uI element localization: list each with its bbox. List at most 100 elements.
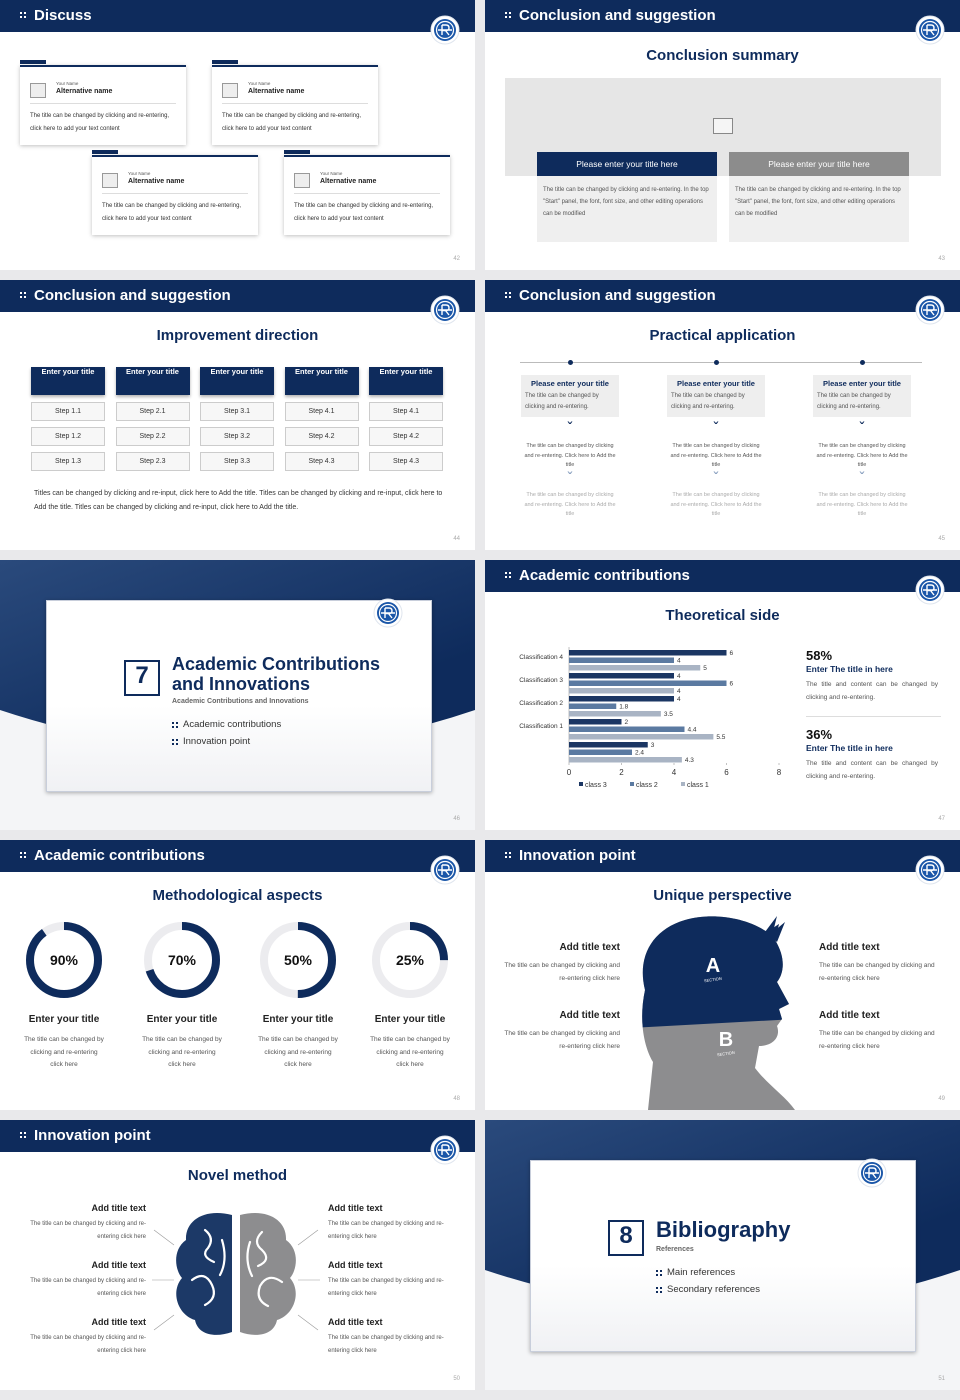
slide: Innovation point Novel method 50 Add title … [0,1120,475,1390]
data-label: 3.5 [664,711,673,718]
legend-swatch [630,782,634,786]
box-panel [537,176,717,242]
stat-title: Enter The title in here [806,664,893,674]
data-label: 2 [625,719,629,726]
header-title: Conclusion and suggestion [34,287,231,304]
slide-title: Improvement direction [156,327,319,344]
column-title: Enter your title [115,367,190,395]
brain-left [176,1212,232,1335]
graphic: 25% [372,922,448,998]
header-bar [0,0,475,32]
page-number: 42 [453,256,460,262]
step-box: Step 2.2 [115,427,190,446]
bar [569,673,674,679]
card [212,65,378,145]
logo-glyph [438,864,452,876]
slide-title: Unique perspective [653,887,792,904]
logo-inner [920,300,940,320]
ring-arc [26,922,102,998]
item-title: Add title text [559,942,620,953]
card-name: Alternative name [56,88,113,95]
graphic: 0 2 4 6 8 Classification 4 6 4 5 Classification 3… [519,647,782,789]
brain-fold [203,1228,216,1264]
ring-label: 70% [168,952,197,968]
avatar-icon [30,83,46,98]
timeline [520,362,922,363]
header-bar [0,1120,475,1152]
bar [569,726,685,732]
slide: Conclusion and suggestion Conclusion summ… [485,0,960,270]
x-tick-label: 4 [672,768,677,777]
item-text: The title can be changed by clicking and… [328,1221,444,1240]
section-card [530,1160,916,1352]
graphic [430,855,460,885]
slide: Conclusion and suggestion Improvement dir… [0,280,475,550]
legend-swatch [579,782,583,786]
bullet-icon [20,12,22,14]
step-box: Step 4.3 [284,452,359,471]
logo-glyph [923,584,937,596]
section-label: SECTION [717,1050,735,1057]
logo-inner [435,20,455,40]
page-number: 48 [453,1096,460,1102]
step-box: Step 4.3 [369,452,443,471]
page-number: 44 [453,536,460,542]
item-text: The title can be changed by clicking and… [817,393,891,410]
connector [297,1229,319,1246]
graphic [373,598,403,628]
header-bar [485,280,960,312]
logo-glyph [865,1167,879,1179]
box-title: Please enter your title here [729,152,909,176]
chevron-icon: ˅ [858,420,866,433]
stat-text: The title and content can be changed by … [806,681,938,701]
ring-arc [144,922,220,998]
graphic [915,575,945,605]
ring-title: Enter your title [262,1014,334,1025]
bullet-icon [20,852,22,854]
data-label: 4 [677,673,681,680]
step-box: Step 1.2 [31,427,105,446]
item-text: The title can be changed by clicking and… [525,393,599,410]
bar [569,696,674,702]
section-subtitle: Academic Contributions and Innovations [172,698,309,705]
item-title: Add title text [91,1317,146,1327]
header-title: Academic contributions [34,847,205,864]
item-note: The title can be changed by clicking and… [670,492,762,517]
data-label: 4 [677,658,681,665]
item-title: Add title text [819,1010,880,1021]
bar [569,711,661,717]
x-tick-label: 0 [567,768,572,777]
item-note: The title can be changed by clicking and… [670,443,762,468]
step-box: Step 3.2 [200,427,274,446]
bullet-icon [656,1287,658,1289]
bullet-icon [20,1132,22,1134]
page-number: 43 [938,256,945,262]
stat-text: The title and content can be changed by … [806,760,938,780]
bullet-icon [656,1270,658,1272]
category-label: Classification 4 [519,654,563,661]
section-subtitle: References [656,1246,694,1253]
item-note: The title can be changed by clicking and… [524,443,616,468]
page-number: 46 [453,816,460,822]
section-item: Academic contributions [183,719,282,730]
item-text: The title can be changed by clicking and… [30,1335,146,1354]
bar [569,719,622,725]
bar [569,749,632,755]
graphic [915,15,945,45]
slide-title: Methodological aspects [152,887,323,904]
chevron-icon: ˅ [712,420,720,433]
item-text: The title can be changed by clicking and… [671,393,745,410]
bar [569,650,727,656]
logo-glyph [923,864,937,876]
section-label: SECTION [704,976,722,983]
item-title: Please enter your title [823,379,901,388]
brain-right [240,1212,296,1335]
graphic [857,1158,887,1188]
legend-label: class 3 [585,782,607,789]
card-divider [222,103,368,104]
header-title: Conclusion and suggestion [519,7,716,24]
column-title: Enter your title [369,367,443,395]
card-label: Your Name [128,171,151,176]
slide-title: Conclusion summary [646,47,799,64]
card-name: Alternative name [128,178,185,185]
